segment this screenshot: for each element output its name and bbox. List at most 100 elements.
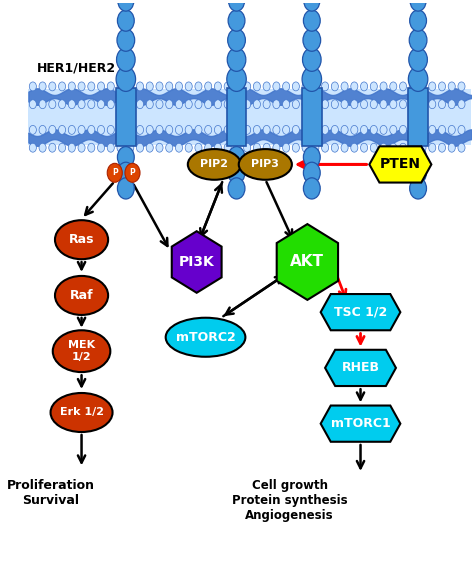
Ellipse shape: [55, 276, 108, 315]
Circle shape: [428, 100, 436, 109]
Text: PTEN: PTEN: [380, 158, 421, 172]
Circle shape: [438, 126, 446, 135]
Circle shape: [58, 100, 65, 109]
Circle shape: [302, 100, 309, 109]
Circle shape: [137, 126, 144, 135]
Circle shape: [419, 143, 426, 152]
Circle shape: [68, 100, 75, 109]
Circle shape: [312, 100, 319, 109]
Circle shape: [205, 143, 212, 152]
Text: Cell growth
Protein synthesis
Angiogenesis: Cell growth Protein synthesis Angiogenes…: [232, 479, 347, 522]
Circle shape: [118, 178, 134, 199]
Circle shape: [166, 82, 173, 91]
Circle shape: [438, 82, 446, 91]
Circle shape: [400, 100, 407, 109]
Text: Proliferation
Survival: Proliferation Survival: [7, 479, 94, 507]
Circle shape: [312, 82, 319, 91]
Circle shape: [98, 143, 105, 152]
Circle shape: [263, 82, 270, 91]
Circle shape: [351, 100, 358, 109]
Circle shape: [224, 82, 231, 91]
Circle shape: [214, 143, 221, 152]
Circle shape: [205, 100, 212, 109]
Circle shape: [224, 100, 231, 109]
Circle shape: [146, 143, 153, 152]
Ellipse shape: [55, 220, 108, 259]
Circle shape: [118, 0, 134, 11]
Circle shape: [195, 100, 202, 109]
Text: TSC 1/2: TSC 1/2: [334, 306, 387, 319]
Circle shape: [283, 126, 290, 135]
Circle shape: [283, 143, 290, 152]
Circle shape: [156, 82, 163, 91]
Circle shape: [380, 126, 387, 135]
Circle shape: [303, 10, 320, 31]
Circle shape: [175, 126, 182, 135]
Circle shape: [448, 100, 456, 109]
Circle shape: [419, 82, 426, 91]
Text: mTORC1: mTORC1: [331, 417, 391, 430]
Circle shape: [351, 82, 358, 91]
Text: HER1/HER2: HER1/HER2: [37, 61, 117, 74]
Circle shape: [78, 143, 85, 152]
Circle shape: [448, 143, 456, 152]
Circle shape: [175, 82, 182, 91]
Text: AKT: AKT: [291, 254, 324, 270]
Circle shape: [228, 0, 245, 11]
Circle shape: [228, 146, 245, 168]
Circle shape: [58, 126, 65, 135]
Circle shape: [428, 143, 436, 152]
Circle shape: [263, 143, 270, 152]
Circle shape: [146, 82, 153, 91]
Text: Erk 1/2: Erk 1/2: [60, 408, 103, 418]
Circle shape: [185, 126, 192, 135]
Circle shape: [175, 143, 182, 152]
Circle shape: [380, 143, 387, 152]
Circle shape: [410, 178, 427, 199]
Circle shape: [137, 82, 144, 91]
Circle shape: [107, 163, 122, 182]
Text: MEK
1/2: MEK 1/2: [68, 341, 95, 362]
Polygon shape: [369, 146, 431, 182]
Circle shape: [125, 163, 140, 182]
Circle shape: [302, 82, 309, 91]
Circle shape: [175, 100, 182, 109]
Circle shape: [228, 10, 245, 31]
Circle shape: [49, 100, 56, 109]
Circle shape: [29, 143, 36, 152]
Circle shape: [380, 100, 387, 109]
Circle shape: [273, 100, 280, 109]
Circle shape: [117, 82, 124, 91]
Circle shape: [205, 126, 212, 135]
Circle shape: [146, 100, 153, 109]
Circle shape: [302, 48, 321, 72]
Circle shape: [244, 126, 251, 135]
Circle shape: [127, 126, 134, 135]
Circle shape: [331, 126, 338, 135]
Circle shape: [166, 100, 173, 109]
Text: Raf: Raf: [70, 289, 93, 302]
Circle shape: [361, 126, 368, 135]
Circle shape: [117, 100, 124, 109]
Circle shape: [146, 126, 153, 135]
Polygon shape: [172, 231, 222, 293]
Circle shape: [273, 143, 280, 152]
Circle shape: [227, 67, 246, 91]
Circle shape: [227, 48, 246, 72]
Circle shape: [228, 162, 245, 184]
Circle shape: [361, 143, 368, 152]
Circle shape: [302, 67, 321, 91]
Circle shape: [408, 67, 428, 91]
Circle shape: [118, 146, 134, 168]
Text: P: P: [112, 168, 118, 177]
Text: Ras: Ras: [69, 233, 94, 246]
Circle shape: [49, 82, 56, 91]
Circle shape: [117, 29, 135, 51]
Circle shape: [458, 126, 465, 135]
Circle shape: [370, 100, 377, 109]
Polygon shape: [321, 294, 401, 330]
FancyBboxPatch shape: [408, 88, 428, 146]
Circle shape: [390, 82, 397, 91]
Text: PIP3: PIP3: [251, 159, 279, 169]
Circle shape: [118, 162, 134, 184]
